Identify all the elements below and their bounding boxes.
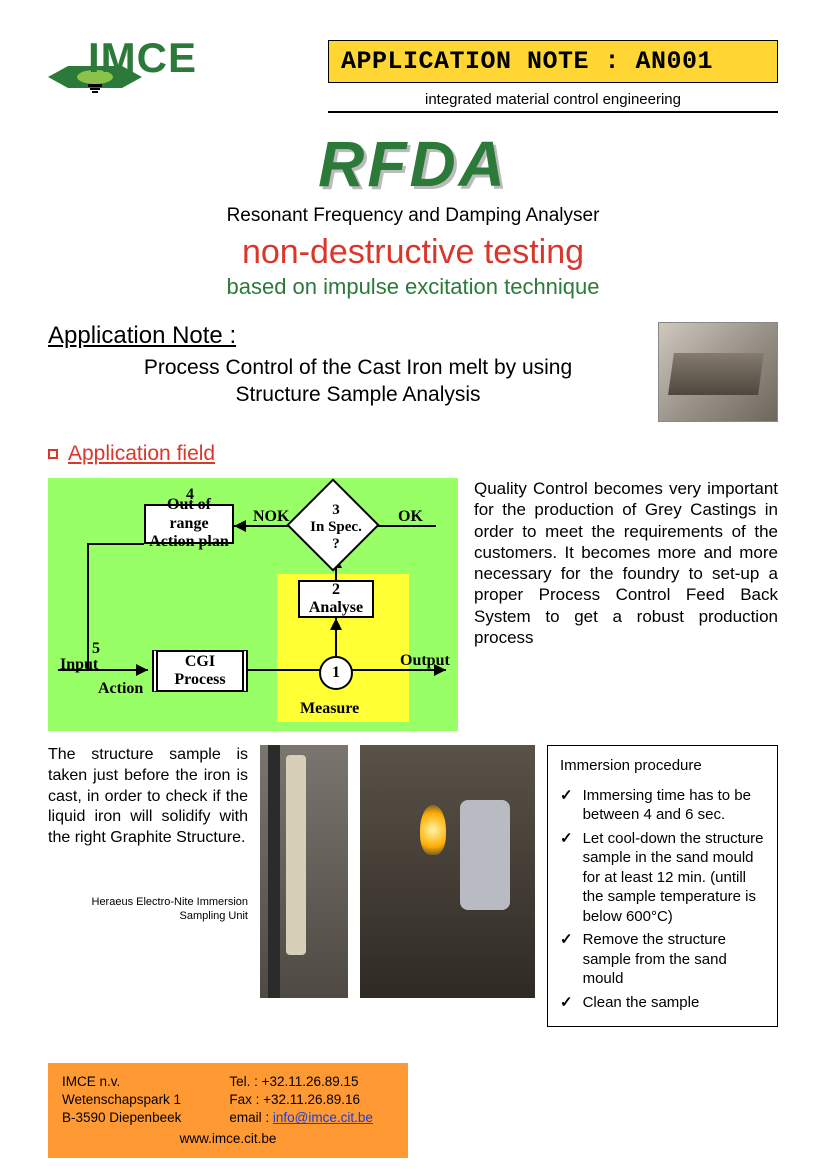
footer-web: www.imce.cit.be	[62, 1130, 394, 1148]
flowchart-node-cgi: CGI Process	[152, 650, 248, 692]
structure-caption: Heraeus Electro-Nite Immersion Sampling …	[48, 895, 248, 924]
flowchart-cgi-l1: CGI	[185, 653, 215, 671]
footer-address: IMCE n.v. Wetenschapspark 1 B-3590 Diepe…	[62, 1073, 181, 1128]
check-icon	[560, 930, 573, 989]
procedure-item-text: Let cool-down the structure sample in th…	[583, 829, 765, 927]
footer-tel: Tel. : +32.11.26.89.15	[229, 1073, 373, 1091]
rfda-title: RFDA	[48, 127, 778, 201]
procedure-item-text: Immersing time has to be between 4 and 6…	[583, 786, 765, 825]
footer-fax: Fax : +32.11.26.89.16	[229, 1091, 373, 1109]
footer-email-label: email :	[229, 1110, 273, 1125]
check-icon	[560, 786, 573, 825]
flowchart-label-ok: OK	[398, 508, 423, 526]
header-row: IMCE APPLICATION NOTE : AN001 integrated…	[48, 40, 778, 113]
flowchart-label-input: Input	[60, 656, 98, 674]
iet-heading: based on impulse excitation technique	[48, 274, 778, 300]
flowchart-node4-l1: Out of range	[146, 496, 232, 533]
rfda-subtitle: Resonant Frequency and Damping Analyser	[48, 205, 778, 227]
flowchart-node3-num: 3	[296, 502, 376, 519]
procedure-item-text: Remove the structure sample from the san…	[583, 930, 765, 989]
field-heading-row: Application field	[48, 442, 778, 466]
list-item: Remove the structure sample from the san…	[560, 930, 765, 989]
list-item: Immersing time has to be between 4 and 6…	[560, 786, 765, 825]
tagline: integrated material control engineering	[328, 89, 778, 113]
sample-row: The structure sample is taken just befor…	[48, 745, 778, 1027]
flowchart-node2-l1: Analyse	[309, 599, 363, 617]
field-heading: Application field	[68, 442, 215, 466]
flowchart-node2-num: 2	[332, 581, 340, 599]
procedure-list: Immersing time has to be between 4 and 6…	[560, 786, 765, 1017]
immersion-procedure-box: Immersion procedure Immersing time has t…	[547, 745, 778, 1027]
flowchart-node1-num: 1	[332, 664, 340, 682]
flowchart-label-action: Action	[98, 680, 143, 698]
flowchart-measure-label: Measure	[300, 700, 359, 718]
immersion-unit-photo	[260, 745, 348, 998]
structure-paragraph: The structure sample is taken just befor…	[48, 745, 248, 849]
flowchart-node4-l2: Action plan	[149, 533, 229, 551]
list-item: Clean the sample	[560, 993, 765, 1013]
footer-contact: Tel. : +32.11.26.89.15 Fax : +32.11.26.8…	[229, 1073, 373, 1128]
flowchart-node-analyse: 2 Analyse	[298, 580, 374, 618]
flowchart-node-measure: 1	[319, 656, 353, 690]
footer-addr2: B-3590 Diepenbeek	[62, 1109, 181, 1127]
procedure-title: Immersion procedure	[560, 756, 765, 776]
procedure-item-text: Clean the sample	[583, 993, 700, 1013]
logo-text: IMCE	[88, 34, 348, 82]
field-paragraph: Quality Control becomes very important f…	[474, 478, 778, 731]
flowchart-node3-text: 3 In Spec. ?	[296, 502, 376, 553]
flowchart-node3-l1: In Spec.	[296, 519, 376, 536]
footer-email-link[interactable]: info@imce.cit.be	[273, 1110, 373, 1125]
footer-addr1: Wetenschapspark 1	[62, 1091, 181, 1109]
application-note-desc: Process Control of the Cast Iron melt by…	[48, 350, 638, 409]
flowchart-cgi-l2: Process	[174, 671, 225, 689]
list-item: Let cool-down the structure sample in th…	[560, 829, 765, 927]
flowchart-label-output: Output	[400, 652, 450, 670]
flowchart: 4 Out of range Action plan NOK OK 3 In S…	[48, 478, 458, 731]
foundry-photo	[360, 745, 535, 998]
footer: IMCE n.v. Wetenschapspark 1 B-3590 Diepe…	[48, 1063, 408, 1158]
flowchart-label-action-num: 5	[92, 640, 100, 658]
application-note-heading: Application Note :	[48, 322, 638, 350]
check-icon	[560, 829, 573, 927]
note-banner: APPLICATION NOTE : AN001	[328, 40, 778, 83]
sample-bar-photo	[658, 322, 778, 422]
flowchart-node3-l2: ?	[296, 536, 376, 553]
bullet-icon	[48, 449, 58, 459]
application-note-row: Application Note : Process Control of th…	[48, 322, 778, 422]
footer-company: IMCE n.v.	[62, 1073, 181, 1091]
title-block: RFDA Resonant Frequency and Damping Anal…	[48, 127, 778, 300]
check-icon	[560, 993, 573, 1013]
logo: IMCE	[48, 40, 308, 88]
ndt-heading: non-destructive testing	[48, 233, 778, 272]
flowchart-label-nok: NOK	[253, 508, 289, 526]
flowchart-node-out-of-range: Out of range Action plan	[144, 504, 234, 544]
